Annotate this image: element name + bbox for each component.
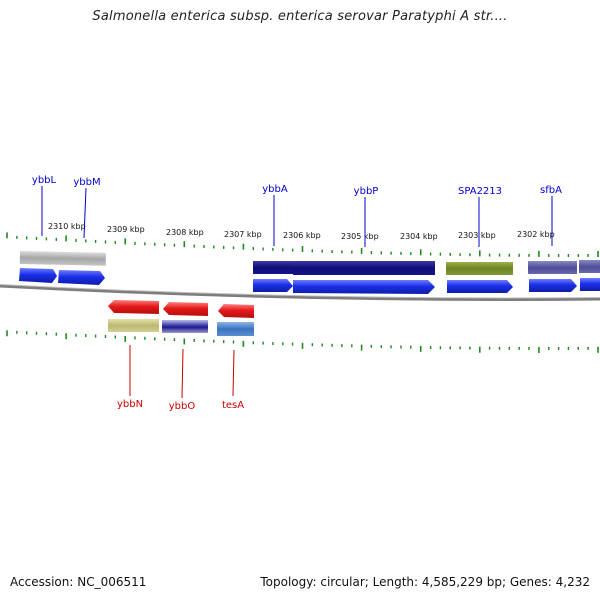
accession-text: Accession: NC_006511 <box>10 575 147 589</box>
cds-arrow-ybbL <box>19 268 57 283</box>
cds-arrow-next <box>580 278 600 291</box>
scale-label-2308: 2308 kbp <box>166 228 204 237</box>
genome-stats-text: Topology: circular; Length: 4,585,229 bp… <box>260 575 590 589</box>
feature-bar-next <box>579 260 600 273</box>
scale-label-2302: 2302 kbp <box>517 230 555 239</box>
leader-line-tesA <box>232 349 235 397</box>
scale-label-2303: 2303 kbp <box>458 231 496 240</box>
feature-bar-tesA <box>217 322 254 336</box>
scale-label-2307: 2307 kbp <box>224 230 262 239</box>
feature-bar-ybbO <box>162 320 208 333</box>
gene-label-ybbL: ybbL <box>32 175 57 186</box>
feature-bar-ybbA <box>253 261 293 274</box>
scale-label-2310: 2310 kbp <box>48 222 86 231</box>
gene-label-sfbA: sfbA <box>540 185 562 196</box>
feature-bar-ybbL-ybbM <box>19 251 106 266</box>
gene-label-SPA2213: SPA2213 <box>458 186 502 197</box>
scale-label-2309: 2309 kbp <box>107 225 145 234</box>
leader-line-ybbO <box>181 348 184 399</box>
upper-tick-ruler <box>6 232 599 257</box>
cds-arrow-ybbN <box>108 300 159 314</box>
cds-arrow-tesA <box>218 304 254 318</box>
gene-label-ybbP: ybbP <box>354 186 379 197</box>
gene-label-ybbN: ybbN <box>117 399 143 410</box>
leader-line-ybbM <box>83 187 87 239</box>
cds-arrow-sfbA <box>529 279 577 292</box>
backbone-line <box>0 284 600 301</box>
cds-arrow-ybbA <box>253 279 293 292</box>
gene-label-ybbO: ybbO <box>169 401 196 412</box>
scale-label-2305: 2305 kbp <box>341 232 379 241</box>
cds-arrow-SPA2213 <box>447 280 513 293</box>
scale-label-2306: 2306 kbp <box>283 231 321 240</box>
feature-bar-ybbN <box>108 319 159 332</box>
gene-label-tesA: tesA <box>222 400 244 411</box>
scale-label-2304: 2304 kbp <box>400 232 438 241</box>
genome-title: Salmonella enterica subsp. enterica sero… <box>92 9 508 24</box>
feature-bar-ybbP <box>293 261 435 275</box>
feature-bar-SPA2213 <box>446 262 513 275</box>
backbone-highlight <box>0 284 600 299</box>
feature-bar-sfbA <box>528 261 577 274</box>
cds-arrow-ybbP <box>293 280 435 294</box>
gene-label-ybbA: ybbA <box>262 184 288 195</box>
gene-label-ybbM: ybbM <box>73 177 100 188</box>
cds-arrow-ybbM <box>58 270 105 285</box>
cds-arrow-ybbO <box>163 302 208 316</box>
lower-tick-ruler <box>6 330 599 353</box>
